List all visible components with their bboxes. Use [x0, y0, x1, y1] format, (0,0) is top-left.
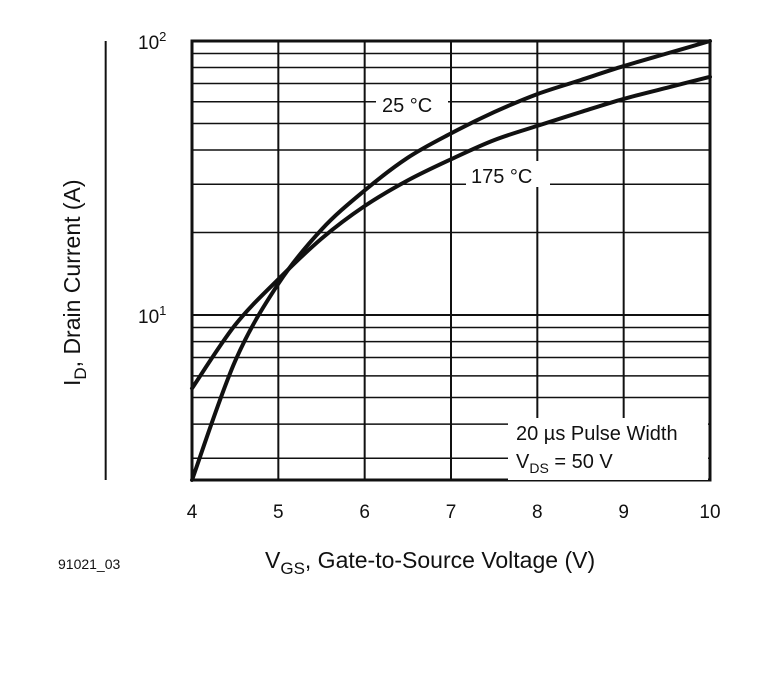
y-axis-title-rest: , Drain Current (A) [59, 179, 85, 367]
series-label-175c-text: 175 °C [471, 166, 532, 188]
pulse-width-note: 20 µs Pulse Width [516, 423, 678, 445]
y-tick-label: 101 [138, 303, 166, 328]
series-label-25c-text: 25 °C [382, 95, 432, 117]
plot-frame [190, 39, 712, 482]
figure-id: 91021_03 [58, 556, 121, 572]
x-tick-label: 5 [273, 502, 284, 523]
y-tick-label-exponent: 1 [159, 303, 166, 318]
y-axis-title-main: I [59, 380, 85, 386]
y-tick-label-base: 10 [138, 33, 159, 54]
x-tick-label: 10 [699, 502, 720, 523]
x-tick-label: 7 [446, 502, 457, 523]
x-axis-title-main: V [265, 547, 281, 573]
y-tick-label-base: 10 [138, 307, 159, 328]
plot-border [190, 39, 712, 482]
series-line-25c [190, 39, 712, 482]
series-lines [190, 39, 712, 482]
x-axis-title-sub: GS [280, 559, 305, 578]
series-line-175c [190, 74, 712, 391]
conditions-annotation: 20 µs Pulse Width VDS = 50 V [508, 418, 708, 480]
series-label-25c: 25 °C [376, 90, 448, 117]
x-tick-label: 6 [359, 502, 370, 523]
series-label-175c-backdrop [466, 161, 550, 187]
x-tick-label: 9 [618, 502, 629, 523]
y-tick-label: 102 [138, 29, 166, 54]
x-axis-title: VGS, Gate-to-Source Voltage (V) [265, 547, 595, 578]
x-tick-label: 4 [187, 502, 198, 523]
x-tick-labels: 4 5 6 7 8 9 10 [187, 502, 721, 523]
x-tick-label: 8 [532, 502, 543, 523]
vds-note-sub: DS [529, 460, 548, 476]
y-axis-title: ID, Drain Current (A) [59, 179, 90, 386]
vds-note-rest: = 50 V [549, 451, 614, 473]
series-label-25c-backdrop [376, 90, 448, 116]
vds-note: VDS = 50 V [516, 451, 613, 476]
x-axis-title-rest: , Gate-to-Source Voltage (V) [305, 547, 595, 573]
y-axis-title-sub: D [71, 367, 90, 379]
conditions-annotation-backdrop [508, 418, 708, 480]
y-tick-label-exponent: 2 [159, 29, 166, 44]
vds-note-main: V [516, 451, 530, 473]
series-label-175c: 175 °C [466, 161, 550, 188]
